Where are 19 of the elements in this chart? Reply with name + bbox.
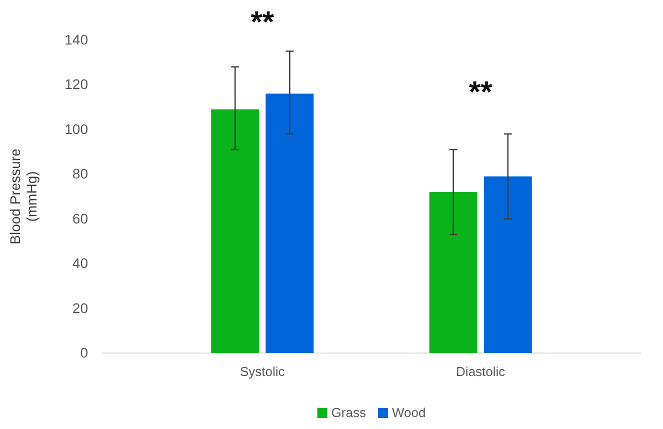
y-axis-title: Blood Pressure (mmHg) [6,148,40,244]
bar [266,94,314,353]
y-tick-label: 100 [64,120,88,137]
bar [211,109,260,353]
y-tick-label: 60 [72,210,88,226]
y-tick-label: 0 [80,344,88,360]
x-tick-label: Systolic [240,364,286,380]
y-tick-label: 20 [72,300,88,316]
annotation: ** [468,76,493,109]
y-tick-label: 40 [72,255,88,272]
legend-label: Wood [392,405,426,420]
bar [429,192,478,353]
y-tick-label: 120 [64,76,88,92]
legend-label: Grass [331,405,366,420]
text: ** [250,6,274,39]
x-tick-label: Diastolic [456,364,506,380]
bar [484,176,532,353]
y-tick-label: 80 [72,166,88,182]
y-tick-label: 140 [64,31,88,48]
